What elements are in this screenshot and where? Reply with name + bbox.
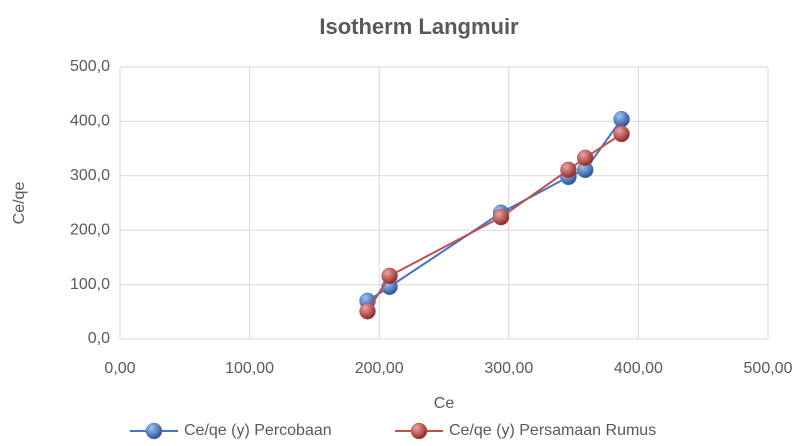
data-point xyxy=(359,303,376,320)
y-tick-label: 300,0 xyxy=(70,167,110,184)
data-point xyxy=(560,161,577,179)
x-tick-label: 0,00 xyxy=(104,360,135,377)
legend-label: Ce/qe (y) Persamaan Rumus xyxy=(449,422,656,439)
x-tick-label: 500,00 xyxy=(744,360,793,377)
x-axis-title: Ce xyxy=(434,395,455,412)
x-tick-label: 100,00 xyxy=(225,360,274,377)
x-tick-label: 200,00 xyxy=(355,360,404,377)
legend-marker xyxy=(145,422,163,440)
y-tick-label: 500,0 xyxy=(70,58,110,75)
y-tick-label: 200,0 xyxy=(70,221,110,238)
y-axis-title: Ce/qe xyxy=(11,182,28,225)
y-tick-label: 100,0 xyxy=(70,276,110,293)
y-tick-label: 400,0 xyxy=(70,113,110,130)
data-point xyxy=(613,110,630,128)
chart-title: Isotherm Langmuir xyxy=(319,14,519,39)
data-point xyxy=(577,149,594,167)
legend-label: Ce/qe (y) Percobaan xyxy=(184,422,332,439)
x-tick-label: 300,00 xyxy=(484,360,533,377)
data-point xyxy=(492,208,510,226)
y-tick-label: 0,0 xyxy=(88,330,110,347)
data-point xyxy=(613,125,630,143)
x-tick-label: 400,00 xyxy=(614,360,663,377)
data-point xyxy=(381,267,398,285)
legend-marker xyxy=(410,422,428,440)
